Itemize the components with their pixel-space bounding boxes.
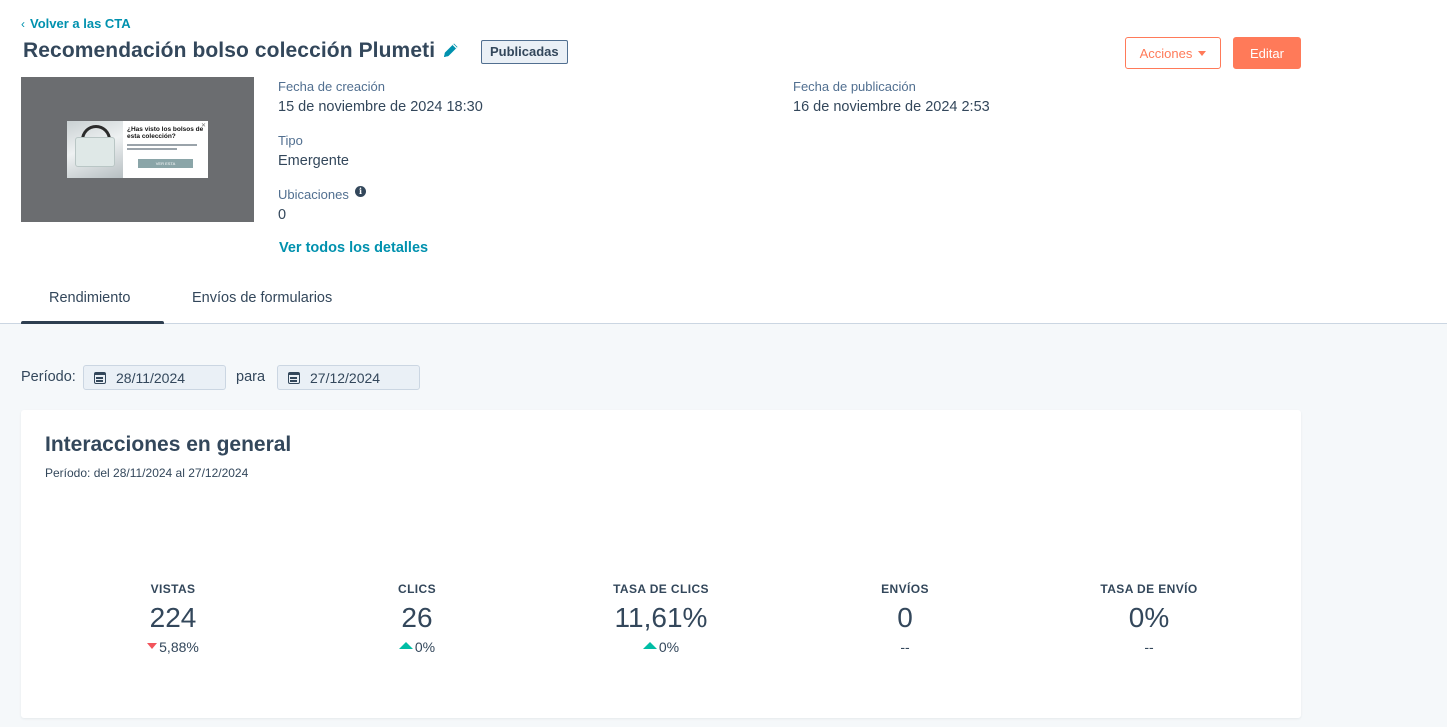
published-date-label: Fecha de publicación — [793, 79, 916, 94]
metric-label: ENVÍOS — [881, 582, 929, 596]
metric-delta-value: 5,88% — [159, 639, 199, 655]
end-date-input[interactable]: 27/12/2024 — [277, 365, 420, 390]
popup-preview: ✕ ¿Has visto los bolsos de esta colecció… — [67, 121, 208, 178]
cta-preview-thumbnail: ✕ ¿Has visto los bolsos de esta colecció… — [21, 77, 254, 222]
calendar-icon — [94, 371, 106, 384]
metric-click-rate: TASA DE CLICS 11,61% 0% — [561, 582, 761, 656]
view-all-details-link[interactable]: Ver todos los detalles — [279, 240, 429, 256]
chevron-left-icon: ‹ — [21, 16, 25, 31]
trend-up-icon — [398, 641, 413, 649]
edit-button[interactable]: Editar — [1233, 37, 1301, 69]
metric-views: VISTAS 224 5,88% — [73, 582, 273, 656]
metric-delta: 0% — [561, 638, 761, 656]
locations-value: 0 — [278, 207, 287, 223]
metric-submissions: ENVÍOS 0 -- — [805, 582, 1005, 656]
card-period-subtitle: Período: del 28/11/2024 al 27/12/2024 — [45, 466, 249, 480]
metric-label: TASA DE ENVÍO — [1100, 582, 1198, 596]
metric-delta-value: -- — [900, 639, 910, 655]
metric-clicks: CLICS 26 0% — [317, 582, 517, 656]
close-icon: ✕ — [200, 123, 206, 129]
tab-performance[interactable]: Rendimiento — [49, 290, 131, 306]
trend-down-icon — [147, 642, 158, 649]
popup-question: ¿Has visto los bolsos de esta colección? — [127, 126, 204, 141]
info-icon[interactable]: i — [355, 186, 366, 197]
metric-delta: -- — [1049, 638, 1249, 656]
metric-label: CLICS — [398, 582, 436, 596]
metric-delta-value: 0% — [414, 639, 436, 655]
back-to-cta-link[interactable]: ‹ Volver a las CTA — [21, 16, 131, 31]
caret-down-icon — [1198, 50, 1207, 56]
start-date-value: 28/11/2024 — [116, 369, 186, 386]
period-label: Período: — [21, 369, 76, 385]
calendar-icon — [288, 371, 300, 384]
bag-image — [67, 121, 123, 178]
metric-value: 0% — [1128, 602, 1170, 633]
popup-button: VER ESTA — [138, 159, 193, 168]
metric-label: TASA DE CLICS — [613, 582, 709, 596]
locations-label: Ubicaciones — [278, 187, 349, 202]
back-link-label: Volver a las CTA — [30, 16, 131, 31]
overall-interactions-card: Interacciones en general Período: del 28… — [21, 410, 1301, 718]
metric-label: VISTAS — [150, 582, 196, 596]
tabs-divider — [0, 323, 1447, 324]
pencil-icon[interactable] — [441, 40, 461, 60]
actions-button[interactable]: Acciones — [1125, 37, 1221, 69]
created-date-label: Fecha de creación — [278, 79, 385, 94]
end-date-value: 27/12/2024 — [310, 369, 381, 386]
type-label: Tipo — [278, 133, 303, 148]
metric-value: 11,61% — [614, 602, 708, 633]
metric-delta: 5,88% — [73, 638, 273, 656]
metric-submission-rate: TASA DE ENVÍO 0% -- — [1049, 582, 1249, 656]
published-date-value: 16 de noviembre de 2024 2:53 — [793, 99, 990, 115]
active-tab-indicator — [21, 321, 164, 325]
date-range-separator: para — [236, 369, 266, 385]
page-header-area: ‹ Volver a las CTA Recomendación bolso c… — [0, 0, 1447, 325]
tab-form-submissions[interactable]: Envíos de formularios — [192, 290, 333, 306]
actions-button-label: Acciones — [1139, 45, 1193, 61]
metric-delta-value: -- — [1144, 639, 1154, 655]
metric-delta-value: 0% — [658, 639, 680, 655]
trend-up-icon — [642, 641, 657, 649]
metric-value: 0 — [897, 602, 913, 633]
status-badge: Publicadas — [481, 40, 568, 64]
page-title: Recomendación bolso colección Plumeti — [23, 39, 436, 62]
card-title: Interacciones en general — [45, 433, 292, 456]
metric-value: 26 — [401, 602, 433, 633]
metric-delta: -- — [805, 638, 1005, 656]
metric-delta: 0% — [317, 638, 517, 656]
metric-value: 224 — [149, 602, 197, 633]
type-value: Emergente — [278, 153, 349, 169]
created-date-value: 15 de noviembre de 2024 18:30 — [278, 99, 483, 115]
start-date-input[interactable]: 28/11/2024 — [83, 365, 226, 390]
